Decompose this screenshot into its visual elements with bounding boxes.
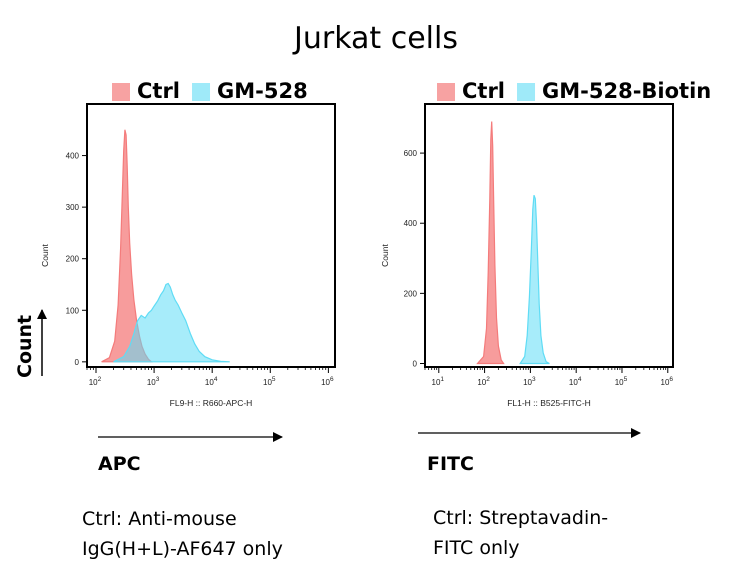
x-tick-label: 104 — [205, 376, 218, 387]
y-tick-label: 200 — [66, 255, 80, 264]
legend-label: GM-528-Biotin — [542, 79, 711, 103]
y-axis-label: Count — [380, 244, 390, 267]
series-area-ctrl — [476, 121, 505, 365]
channel-label: FITC — [427, 453, 474, 475]
y-tick-label: 200 — [404, 289, 418, 298]
x-axis-label: FL9-H :: R660-APC-H — [170, 398, 253, 408]
legend-swatch — [437, 83, 455, 101]
y-tick-label: 100 — [66, 306, 80, 315]
legend-label: Ctrl — [137, 79, 180, 103]
y-tick-label: 300 — [66, 203, 80, 212]
x-tick-label: 106 — [661, 376, 674, 387]
figure-title: Jurkat cells — [292, 21, 458, 56]
x-axis-label: FL1-H :: B525-FITC-H — [507, 398, 591, 408]
control-note-line: Ctrl: Anti-mouse — [82, 508, 237, 530]
legend-swatch — [517, 83, 536, 101]
x-tick-label: 102 — [477, 376, 490, 387]
x-tick-label: 104 — [569, 376, 582, 387]
control-note-line: Ctrl: Streptavadin- — [433, 507, 608, 529]
y-axis-label: Count — [40, 244, 50, 267]
plot-frame — [86, 103, 336, 368]
big-count-label-group: Count — [14, 309, 47, 378]
legend-label: GM-528 — [217, 79, 308, 103]
control-note-line: IgG(H+L)-AF647 only — [82, 538, 283, 560]
control-note-line: FITC only — [433, 537, 520, 559]
series-area-gm-528-biotin — [519, 194, 550, 365]
x-tick-label: 102 — [89, 376, 102, 387]
big-count-label: Count — [14, 315, 36, 378]
y-tick-label: 0 — [413, 359, 418, 368]
x-tick-label: 103 — [147, 376, 160, 387]
legend-swatch — [192, 83, 211, 101]
y-tick-label: 400 — [66, 152, 80, 161]
y-tick-label: 600 — [404, 149, 418, 158]
legend-swatch — [112, 83, 130, 101]
x-tick-label: 105 — [615, 376, 628, 387]
channel-label: APC — [98, 453, 141, 475]
legend-label: Ctrl — [462, 79, 505, 103]
x-tick-label: 101 — [432, 376, 445, 387]
x-tick-label: 106 — [321, 376, 334, 387]
x-tick-label: 103 — [523, 376, 536, 387]
y-tick-label: 400 — [404, 219, 418, 228]
x-tick-label: 105 — [263, 376, 276, 387]
plot-frame — [424, 103, 674, 368]
y-tick-label: 0 — [75, 358, 80, 367]
series-area-gm-528 — [113, 282, 230, 363]
